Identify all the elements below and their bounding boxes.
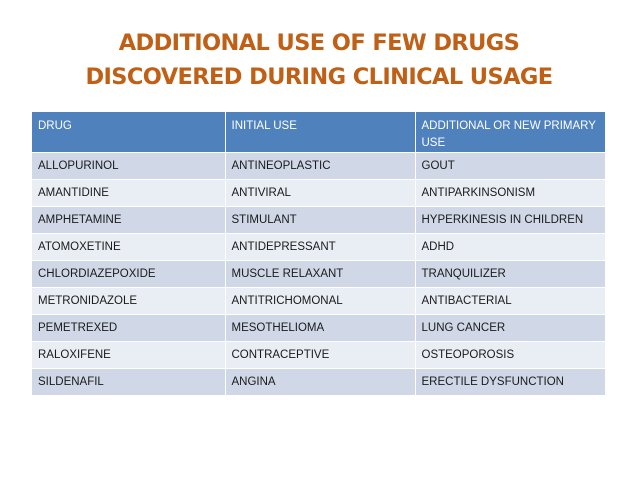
cell-initial-use: ANTINEOPLASTIC [225, 152, 416, 180]
drug-table: DRUG INITIAL USE ADDITIONAL OR NEW PRIMA… [32, 112, 605, 395]
cell-drug: SILDENAFIL [32, 368, 226, 395]
cell-initial-use: ANGINA [225, 368, 416, 395]
cell-initial-use: ANTITRICHOMONAL [225, 287, 416, 315]
header-drug: DRUG [32, 112, 226, 153]
cell-initial-use: MUSCLE RELAXANT [225, 260, 416, 288]
cell-additional-use: ANTIPARKINSONISM [415, 179, 605, 207]
table-row: PEMETREXED MESOTHELIOMA LUNG CANCER [32, 314, 605, 342]
table-row: ALLOPURINOL ANTINEOPLASTIC GOUT [32, 152, 605, 180]
cell-drug: AMPHETAMINE [32, 206, 226, 234]
table-row: METRONIDAZOLE ANTITRICHOMONAL ANTIBACTER… [32, 287, 605, 315]
table-row: SILDENAFIL ANGINA ERECTILE DYSFUNCTION [32, 368, 605, 395]
table-header-row: DRUG INITIAL USE ADDITIONAL OR NEW PRIMA… [32, 112, 605, 153]
slide-title: ADDITIONAL USE OF FEW DRUGS DISCOVERED D… [0, 26, 638, 94]
cell-additional-use: TRANQUILIZER [415, 260, 605, 288]
cell-additional-use: ANTIBACTERIAL [415, 287, 605, 315]
table-row: AMPHETAMINE STIMULANT HYPERKINESIS IN CH… [32, 206, 605, 234]
title-line-2: DISCOVERED DURING CLINICAL USAGE [85, 64, 553, 90]
cell-drug: AMANTIDINE [32, 179, 226, 207]
cell-initial-use: ANTIDEPRESSANT [225, 233, 416, 261]
table-row: AMANTIDINE ANTIVIRAL ANTIPARKINSONISM [32, 179, 605, 207]
cell-additional-use: ADHD [415, 233, 605, 261]
cell-initial-use: MESOTHELIOMA [225, 314, 416, 342]
table-row: ATOMOXETINE ANTIDEPRESSANT ADHD [32, 233, 605, 261]
cell-drug: ATOMOXETINE [32, 233, 226, 261]
cell-additional-use: ERECTILE DYSFUNCTION [415, 368, 605, 395]
table-row: CHLORDIAZEPOXIDE MUSCLE RELAXANT TRANQUI… [32, 260, 605, 288]
cell-additional-use: OSTEOPOROSIS [415, 341, 605, 369]
cell-drug: CHLORDIAZEPOXIDE [32, 260, 226, 288]
cell-additional-use: LUNG CANCER [415, 314, 605, 342]
cell-additional-use: HYPERKINESIS IN CHILDREN [415, 206, 605, 234]
cell-initial-use: ANTIVIRAL [225, 179, 416, 207]
title-line-1: ADDITIONAL USE OF FEW DRUGS [118, 30, 520, 56]
cell-additional-use: GOUT [415, 152, 605, 180]
cell-initial-use: STIMULANT [225, 206, 416, 234]
table-row: RALOXIFENE CONTRACEPTIVE OSTEOPOROSIS [32, 341, 605, 369]
header-additional-use: ADDITIONAL OR NEW PRIMARY USE [415, 112, 605, 153]
cell-drug: ALLOPURINOL [32, 152, 226, 180]
cell-drug: PEMETREXED [32, 314, 226, 342]
header-initial-use: INITIAL USE [225, 112, 416, 153]
cell-drug: METRONIDAZOLE [32, 287, 226, 315]
cell-initial-use: CONTRACEPTIVE [225, 341, 416, 369]
cell-drug: RALOXIFENE [32, 341, 226, 369]
